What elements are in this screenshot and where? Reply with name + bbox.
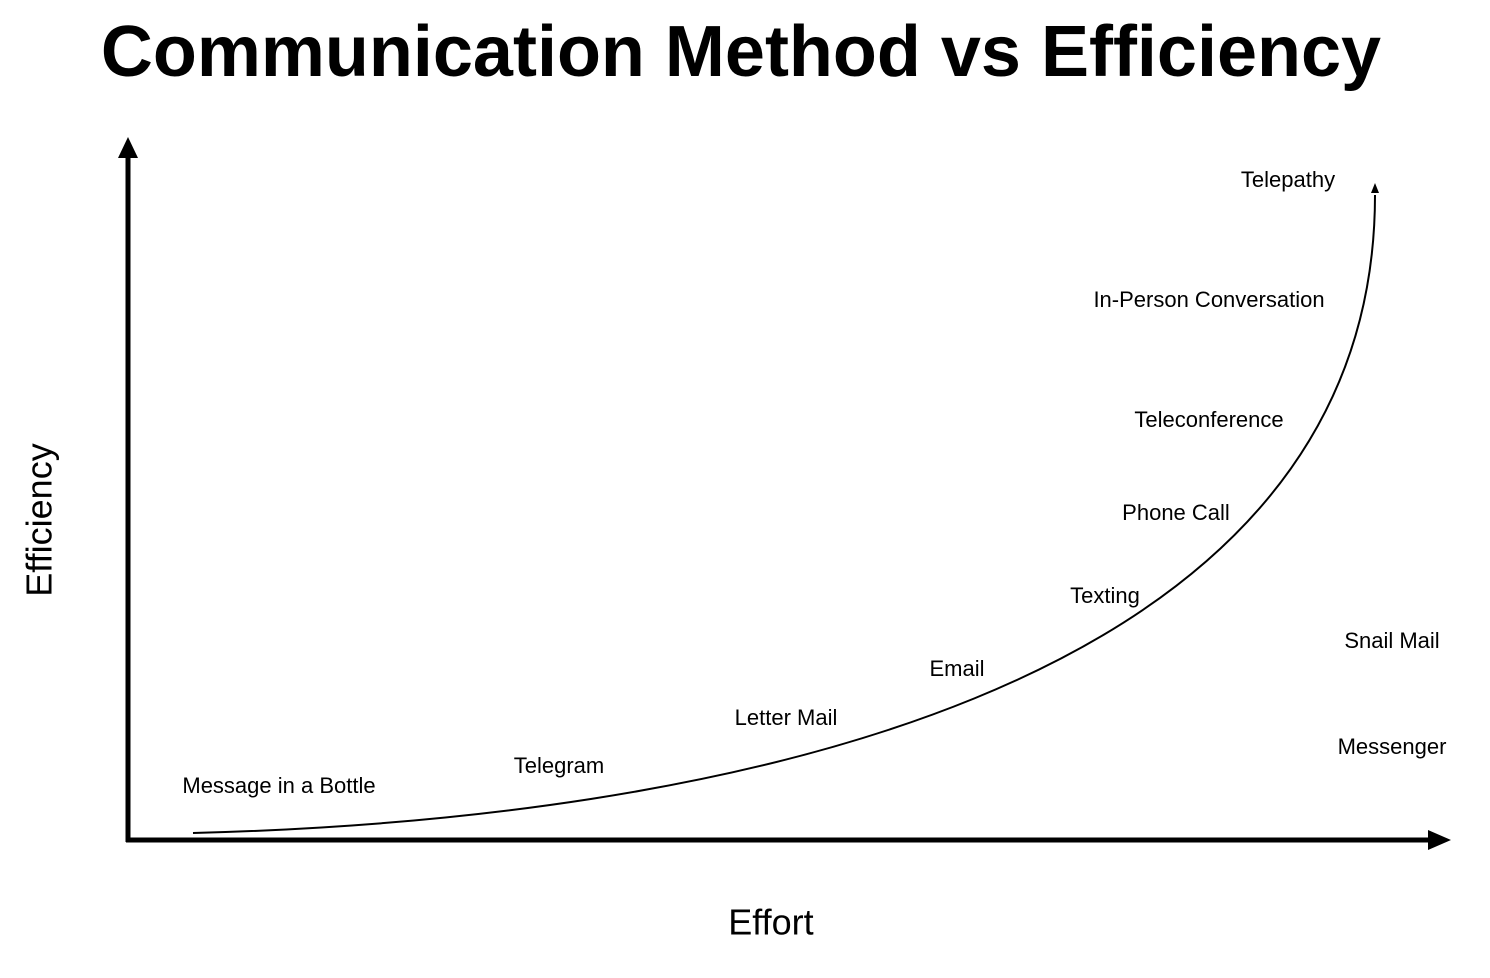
method-label: Letter Mail	[735, 705, 838, 730]
trend-curve	[192, 194, 1376, 834]
curve-arrow	[1371, 183, 1379, 193]
method-label: Teleconference	[1134, 407, 1283, 432]
method-label: Messenger	[1338, 734, 1447, 759]
title: Communication Method vs Efficiency	[101, 12, 1381, 92]
method-label: Snail Mail	[1344, 628, 1439, 653]
method-label: Telepathy	[1241, 167, 1335, 192]
x-axis-arrow	[1428, 830, 1451, 850]
method-label: Phone Call	[1122, 500, 1230, 525]
y-axis-arrow	[118, 137, 138, 158]
method-label: Email	[929, 656, 984, 681]
x-axis-label: Effort	[728, 902, 813, 943]
y-axis-label: Efficiency	[19, 443, 60, 596]
method-label: In-Person Conversation	[1093, 287, 1324, 312]
method-label: Telegram	[514, 753, 604, 778]
method-label: Message in a Bottle	[182, 773, 375, 798]
method-label: Texting	[1070, 583, 1140, 608]
